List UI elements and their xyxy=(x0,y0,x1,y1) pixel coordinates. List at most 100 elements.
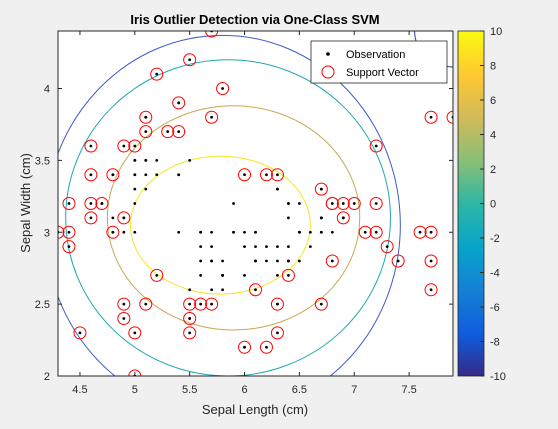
support-vector-marker xyxy=(62,225,76,239)
observation-point xyxy=(429,230,433,234)
observation-point xyxy=(133,173,137,177)
y-tick-label: 3.5 xyxy=(35,155,50,167)
observation-point xyxy=(199,302,203,306)
observation-point xyxy=(319,302,323,306)
observation-point xyxy=(308,245,312,249)
observation-point xyxy=(89,216,93,220)
support-vector-marker xyxy=(139,110,153,124)
observation-point xyxy=(144,130,148,134)
observation-point xyxy=(287,202,290,205)
support-vector-marker xyxy=(117,312,131,325)
observation-point xyxy=(133,202,137,205)
observation-point xyxy=(265,245,268,249)
observation-point xyxy=(111,230,115,234)
observation-point xyxy=(319,230,323,234)
observation-point xyxy=(341,202,345,205)
support-vector-marker xyxy=(128,139,142,153)
observation-point xyxy=(100,202,104,205)
observation-point xyxy=(385,245,389,249)
support-vector-marker xyxy=(150,268,164,282)
support-vector-marker xyxy=(161,125,175,139)
support-vector-marker xyxy=(150,67,164,81)
legend-observation-label: Observation xyxy=(346,49,405,61)
legend-support-vector-marker xyxy=(321,65,335,79)
observation-point xyxy=(287,259,290,263)
colorbar-tick-label: -2 xyxy=(490,233,500,245)
support-vector-marker xyxy=(369,197,383,210)
observation-point xyxy=(319,216,323,220)
support-vector-marker xyxy=(424,254,438,268)
observation-point xyxy=(133,331,137,335)
observation-point xyxy=(287,216,290,220)
support-vector-marker xyxy=(183,312,197,325)
y-tick-label: 2 xyxy=(44,371,50,383)
contour-outer-teal xyxy=(65,59,391,376)
support-vector-marker xyxy=(205,31,219,38)
support-vector-marker xyxy=(128,369,142,376)
observation-point xyxy=(276,173,279,177)
observation-point xyxy=(210,259,214,263)
x-tick-label: 5.5 xyxy=(182,384,197,396)
observation-point xyxy=(429,115,433,119)
observation-point xyxy=(199,273,203,277)
observation-point xyxy=(199,259,203,263)
x-tick-label: 6.5 xyxy=(292,384,307,396)
observation-point xyxy=(133,158,137,162)
legend-box xyxy=(310,40,448,84)
support-vector-marker xyxy=(216,82,230,95)
observation-point xyxy=(144,115,148,119)
support-vector-marker xyxy=(424,110,438,124)
observation-point xyxy=(319,187,323,191)
support-vector-marker xyxy=(73,326,87,340)
observation-point xyxy=(221,288,224,292)
observation-point xyxy=(122,230,126,234)
support-vector-marker xyxy=(336,197,350,210)
observation-point xyxy=(133,144,137,148)
support-vector-marker xyxy=(117,211,131,225)
observation-point xyxy=(89,202,93,205)
y-axis-label: Sepal Width (cm) xyxy=(18,153,33,253)
observation-point xyxy=(254,259,257,263)
support-vector-marker xyxy=(369,139,383,153)
support-vector-marker xyxy=(314,182,328,196)
y-tick-label: 4 xyxy=(44,84,50,96)
observation-point xyxy=(144,302,148,306)
contour-inner-yellow xyxy=(129,155,311,295)
observation-point xyxy=(122,144,126,148)
contour-lines xyxy=(58,31,453,376)
observation-point xyxy=(352,202,356,205)
observation-point xyxy=(111,216,115,220)
support-vector-marker xyxy=(325,254,339,268)
support-vector-marker xyxy=(358,225,372,239)
support-vector-marker xyxy=(183,297,197,311)
support-vector-marker xyxy=(172,125,186,139)
support-vector-marker xyxy=(424,225,438,239)
observation-point xyxy=(265,259,268,263)
support-vector-marker xyxy=(106,168,120,182)
observation-point xyxy=(308,230,312,234)
observation-point xyxy=(297,259,301,263)
colorbar-ticks: 10 8 6 4 2 0 -2 -4 -6 -8 -10 xyxy=(480,26,506,383)
support-vector-markers xyxy=(58,31,453,376)
observation-point xyxy=(155,173,159,177)
observation-point xyxy=(429,288,433,292)
observation-point xyxy=(243,273,246,277)
observation-point xyxy=(144,173,148,177)
support-vector-marker xyxy=(95,197,109,210)
observation-point xyxy=(330,230,334,234)
x-tick-label: 5 xyxy=(132,384,138,396)
support-vector-marker xyxy=(84,168,98,182)
support-vector-marker xyxy=(172,96,186,110)
observation-point xyxy=(155,158,159,162)
observation-point xyxy=(155,273,159,277)
support-vector-marker xyxy=(117,139,131,153)
observation-point xyxy=(243,345,246,349)
observation-point xyxy=(363,230,367,234)
support-vector-marker xyxy=(139,125,153,139)
support-vector-marker xyxy=(205,297,219,311)
colorbar-tick-label: 8 xyxy=(490,61,496,73)
observation-point xyxy=(243,173,246,177)
observation-point xyxy=(287,245,290,249)
colorbar-gradient xyxy=(457,30,485,377)
